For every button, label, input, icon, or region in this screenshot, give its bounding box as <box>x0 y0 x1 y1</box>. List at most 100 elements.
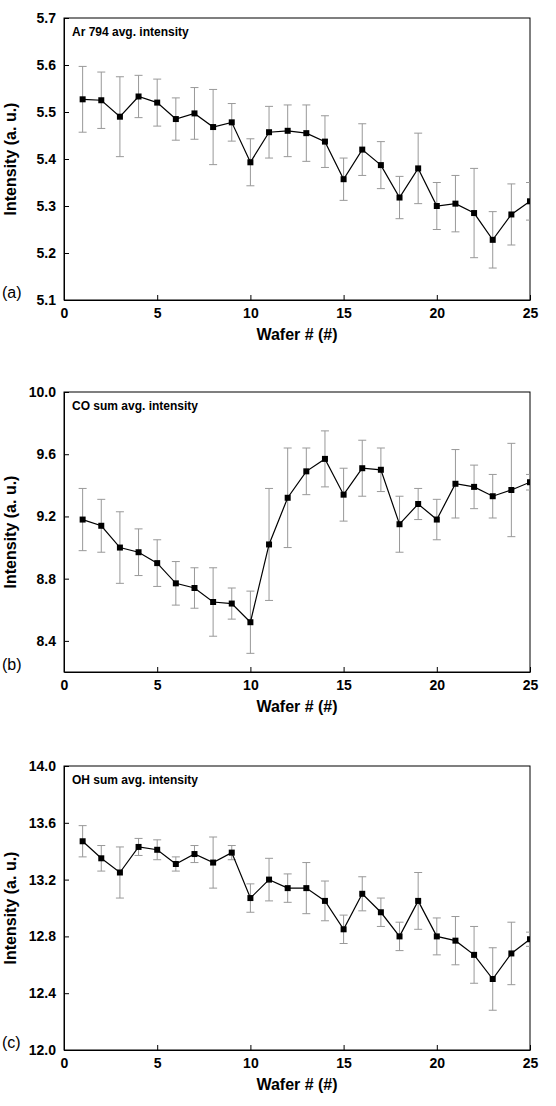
error-bar-cap <box>265 600 273 601</box>
error-bar <box>190 568 198 608</box>
data-point <box>210 860 216 866</box>
error-bar-cap <box>302 862 310 863</box>
error-bar <box>153 79 161 126</box>
error-bar <box>97 499 105 552</box>
y-tick: 9.6 <box>37 446 69 462</box>
x-tick-mark <box>157 667 158 672</box>
data-point <box>322 139 328 145</box>
data-point <box>136 93 142 99</box>
error-bar <box>97 846 105 872</box>
error-bar-cap <box>451 175 459 176</box>
error-bar-cap <box>190 608 198 609</box>
error-bar-cap <box>135 838 143 839</box>
error-bar-cap <box>396 496 404 497</box>
x-axis-line <box>65 300 531 301</box>
error-bar-cap <box>79 550 87 551</box>
error-bar-cap <box>470 257 478 258</box>
y-axis: 8.48.89.29.610.0 <box>29 384 69 673</box>
error-bar-cap <box>246 912 254 913</box>
data-point <box>452 481 458 487</box>
error-bar-cap <box>377 898 385 899</box>
error-bar-cap <box>433 182 441 183</box>
error-bar-cap <box>209 636 217 637</box>
error-bar-cap <box>358 496 366 497</box>
error-bar <box>284 448 292 548</box>
error-bar-cap <box>433 499 441 500</box>
error-bar-cap <box>153 839 161 840</box>
error-bar-cap <box>321 881 329 882</box>
y-tick: 12.4 <box>29 985 69 1001</box>
error-bar-cap <box>340 943 348 944</box>
data-point <box>434 933 440 939</box>
error-bar <box>97 72 105 128</box>
error-bar-cap <box>284 448 292 449</box>
data-point <box>266 541 272 547</box>
error-bar-cap <box>507 536 515 537</box>
error-bar-cap <box>153 539 161 540</box>
x-tick: 5 <box>154 667 162 693</box>
x-tick: 20 <box>430 1045 446 1071</box>
error-bar-cap <box>358 440 366 441</box>
error-bar-cap <box>116 156 124 157</box>
y-tick-label: 12.4 <box>29 985 56 1001</box>
y-axis-title: Intensity (a. u.) <box>2 476 19 589</box>
data-point <box>359 465 365 471</box>
error-bar-cap <box>433 539 441 540</box>
error-bar-cap <box>433 917 441 918</box>
error-bar <box>302 448 310 495</box>
error-bar-cap <box>265 488 273 489</box>
error-bar <box>451 450 459 518</box>
data-point <box>229 850 235 856</box>
x-tick-label: 15 <box>336 677 352 693</box>
error-bar-cap <box>433 954 441 955</box>
error-bar-cap <box>284 104 292 105</box>
data-point <box>434 517 440 523</box>
x-tick: 10 <box>243 295 259 321</box>
error-bar-cap <box>321 115 329 116</box>
error-bar-cap <box>116 511 124 512</box>
x-tick-label: 25 <box>523 677 539 693</box>
plot-area <box>79 431 530 653</box>
error-bar-cap <box>489 211 497 212</box>
error-bar-cap <box>507 245 515 246</box>
plot-frame <box>64 18 530 300</box>
error-bar <box>302 863 310 914</box>
y-tick: 8.4 <box>37 633 69 649</box>
error-bar-cap <box>135 75 143 76</box>
data-point <box>434 203 440 209</box>
data-point <box>397 195 403 201</box>
error-bar-cap <box>153 859 161 860</box>
error-bar-cap <box>79 488 87 489</box>
error-bar-cap <box>526 182 530 183</box>
error-bar-cap <box>396 218 404 219</box>
data-point <box>154 847 160 853</box>
error-bar-cap <box>526 474 530 475</box>
x-tick: 25 <box>523 295 539 321</box>
error-bar-cap <box>489 518 497 519</box>
x-axis-title: Wafer # (#) <box>256 1076 337 1093</box>
y-axis-line <box>64 767 65 1051</box>
error-bar <box>489 212 497 268</box>
error-bar-cap <box>526 490 530 491</box>
data-point <box>490 976 496 982</box>
error-bar-cap <box>265 158 273 159</box>
error-bar-cap <box>284 156 292 157</box>
data-point <box>210 124 216 130</box>
y-axis: 5.15.25.35.45.55.65.7 <box>37 10 69 308</box>
error-bar-cap <box>358 876 366 877</box>
x-tick-label: 25 <box>523 305 539 321</box>
data-point <box>173 861 179 867</box>
data-point <box>247 895 253 901</box>
data-point <box>98 97 104 103</box>
x-tick-label: 20 <box>430 1055 446 1071</box>
error-bar-cap <box>507 922 515 923</box>
data-point <box>303 468 309 474</box>
y-tick-mark <box>64 18 69 19</box>
y-tick-label: 14.0 <box>29 758 56 774</box>
data-point <box>508 211 514 217</box>
error-bar <box>209 568 217 636</box>
error-bar-cap <box>340 521 348 522</box>
error-bar-cap <box>302 448 310 449</box>
error-bar <box>470 926 478 983</box>
data-point <box>210 599 216 605</box>
